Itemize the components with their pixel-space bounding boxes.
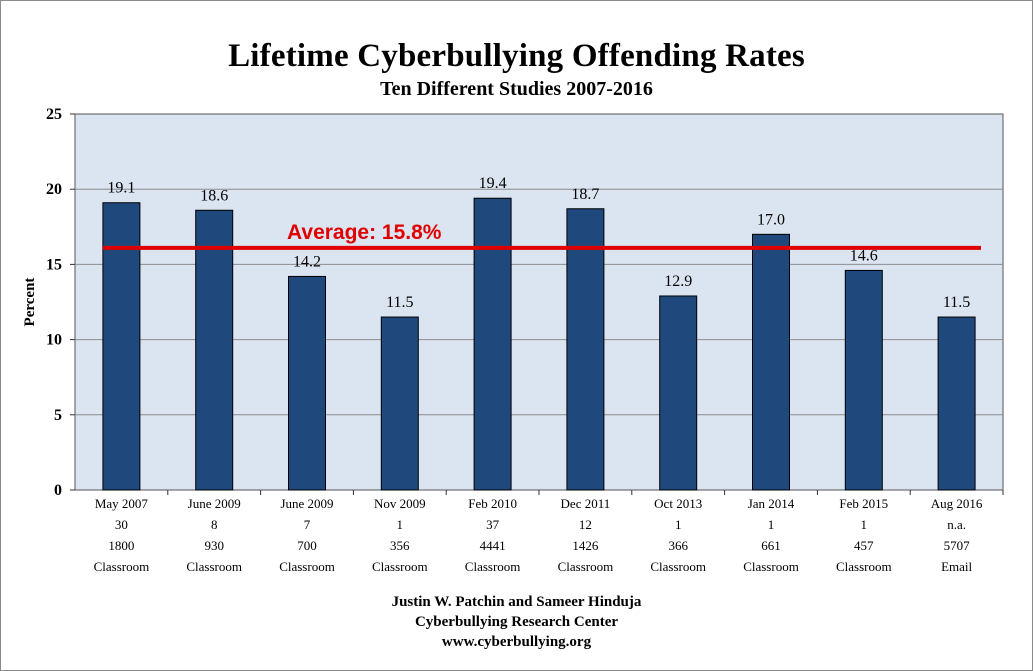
x-category-detail: 30 [115,517,128,532]
bar-value-label: 19.4 [479,175,507,192]
x-category-detail: 1800 [108,538,134,553]
x-category-detail: n.a. [947,517,966,532]
y-tick-label: 10 [46,332,62,349]
x-category-detail: 8 [211,517,218,532]
x-category-detail: 366 [668,538,688,553]
x-category-detail: Email [941,559,972,574]
x-category-label: June 2009 [280,496,333,511]
bar [195,209,234,491]
x-category-label: Feb 2010 [468,496,517,511]
x-category-detail: 1 [675,517,682,532]
x-category-detail: 12 [579,517,592,532]
bar-value-label: 12.9 [664,273,692,290]
bar [937,316,976,491]
y-tick-label: 15 [46,256,62,273]
x-category-detail: 37 [486,517,500,532]
x-category-label: Feb 2015 [839,496,888,511]
y-tick-label: 0 [54,482,62,499]
x-category-detail: 5707 [944,538,971,553]
y-axis-ticks: 0 5 10 15 20 25 [46,106,75,499]
x-category-detail: 700 [297,538,317,553]
x-category-detail: Classroom [650,559,706,574]
x-category-detail: 1 [397,517,404,532]
y-tick-label: 25 [46,106,62,123]
chart-subtitle: Ten Different Studies 2007-2016 [380,78,653,100]
x-category-label: Jan 2014 [748,496,795,511]
bar [844,269,883,491]
bar-value-labels: 19.1 18.6 14.2 11.5 19.4 18.7 12.9 17.0 14.6 11.5 [107,175,970,311]
x-category-detail: Classroom [836,559,892,574]
x-category-detail: 1426 [572,538,599,553]
average-label: Average: 15.8% [287,221,442,244]
x-category-detail: Classroom [279,559,335,574]
bar [752,233,790,491]
bar [102,202,141,491]
bar [566,208,605,491]
bar [288,275,326,491]
credits-authors: Justin W. Patchin and Sameer Hinduja [391,594,642,610]
x-category-detail: Classroom [558,559,614,574]
x-category-label: June 2009 [188,496,241,511]
x-category-detail: 930 [204,538,224,553]
bar [473,197,512,491]
bar [659,295,698,491]
bar-value-label: 14.2 [293,253,321,270]
y-axis-label: Percent [22,278,38,327]
x-category-detail: 457 [854,538,874,553]
chart-title: Lifetime Cyberbullying Offending Rates [228,38,805,74]
x-category-labels: May 2007 30 1800 Classroom June 2009 8 930 Clas… [94,490,1004,574]
x-category-label: May 2007 [95,496,149,511]
x-category-detail: Classroom [94,559,150,574]
y-tick-label: 5 [54,407,62,424]
credits-organization: Cyberbullying Research Center [414,614,619,630]
x-category-label: Oct 2013 [654,496,702,511]
x-category-detail: 7 [304,517,311,532]
bar-value-label: 18.7 [571,186,599,203]
x-category-detail: Classroom [186,559,242,574]
bar-value-label: 19.1 [107,180,135,197]
y-tick-label: 20 [46,181,62,198]
x-category-label: Nov 2009 [374,496,426,511]
bar-value-label: 11.5 [943,294,970,311]
x-category-detail: 661 [761,538,781,553]
x-category-detail: 1 [861,517,868,532]
bar-value-label: 18.6 [200,187,228,204]
x-category-detail: Classroom [465,559,521,574]
x-category-label: Dec 2011 [561,496,611,511]
x-category-detail: 4441 [480,538,506,553]
bar [380,316,419,491]
bar-value-label: 17.0 [757,211,785,228]
bar-value-label: 14.6 [850,247,878,264]
x-category-detail: Classroom [372,559,428,574]
credits-website: www.cyberbullying.org [441,634,592,650]
x-category-detail: 1 [768,517,775,532]
x-category-detail: Classroom [743,559,799,574]
bar-value-label: 11.5 [386,294,413,311]
x-category-detail: 356 [390,538,410,553]
x-category-label: Aug 2016 [931,496,983,511]
credits: Justin W. Patchin and Sameer Hinduja Cyb… [0,592,1033,652]
